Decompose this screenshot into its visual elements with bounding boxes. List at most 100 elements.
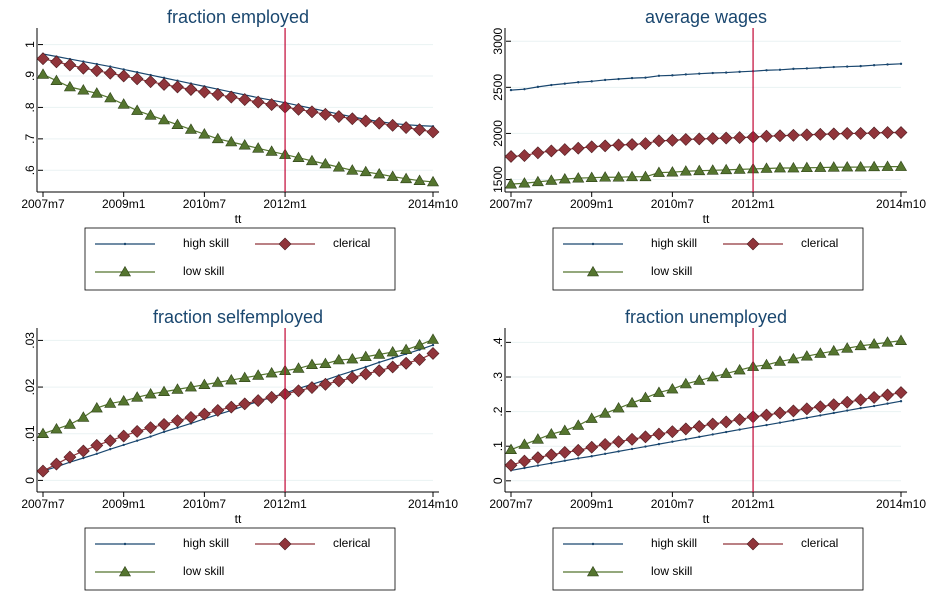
marker [585,140,599,154]
marker [536,464,540,467]
marker [536,85,540,89]
marker [225,135,238,147]
x-tick-label: 2009m1 [570,197,614,211]
marker [162,76,166,80]
marker [211,132,224,144]
marker [292,384,305,398]
marker [122,68,125,71]
marker [118,565,132,577]
marker [504,178,518,189]
marker [886,402,889,405]
marker [805,416,809,420]
marker [599,407,612,418]
marker [585,412,598,423]
marker [625,138,639,151]
marker [157,417,171,431]
marker [184,410,198,424]
marker [827,127,841,141]
marker [760,408,773,422]
marker [778,421,782,424]
marker [724,71,728,74]
marker [706,417,720,431]
marker [832,65,835,69]
y-tick-label: .7 [23,134,37,144]
marker [591,542,595,546]
marker [265,390,279,404]
marker [63,58,77,72]
legend-label: high skill [651,236,697,250]
marker [572,419,585,430]
x-tick-label: 2009m1 [102,497,146,511]
series-line [42,53,434,127]
marker [149,73,152,77]
y-tick-label: .01 [23,425,37,442]
marker [693,164,706,176]
marker [746,237,760,251]
marker [399,356,413,370]
legend-label: low skill [651,564,692,578]
marker [787,161,800,173]
marker [786,404,800,418]
marker [814,161,827,172]
marker [50,422,63,434]
marker [591,242,595,246]
marker [346,352,359,364]
marker [103,434,117,448]
x-tick-label: 2007m7 [489,497,533,511]
marker [792,419,795,422]
marker [109,447,112,451]
marker [598,438,612,451]
marker [400,343,413,355]
marker [612,435,626,449]
marker [504,443,518,454]
marker [144,109,157,120]
chart-title: fraction selfemployed [153,307,323,327]
marker [90,401,103,413]
marker [504,458,518,472]
marker [612,402,625,413]
marker [518,438,531,449]
marker [724,430,728,434]
marker [805,67,809,70]
marker [523,87,526,91]
marker [773,129,787,143]
marker [372,116,386,130]
marker [558,424,571,435]
series-line [42,73,434,183]
marker [117,69,131,83]
marker [50,74,63,86]
marker [123,542,127,546]
marker [531,146,545,160]
marker [359,350,372,362]
x-axis-title: tt [703,512,710,526]
marker [765,423,768,427]
marker [400,172,413,184]
marker [211,376,224,387]
marker [666,166,679,177]
marker [881,336,894,347]
marker [698,435,701,439]
marker [706,132,720,145]
x-axis-title: tt [235,512,242,526]
marker [868,338,881,349]
marker [603,452,607,456]
marker [224,400,238,414]
marker [117,98,130,109]
marker [278,537,292,551]
marker [840,127,854,140]
marker [572,172,585,183]
marker [171,414,184,428]
marker [832,411,835,415]
marker [158,113,171,125]
marker [144,75,158,89]
x-tick-label: 2014m10 [876,197,926,211]
marker [123,242,127,246]
marker [305,154,318,166]
marker [292,151,305,163]
marker [733,413,747,426]
marker [558,143,572,156]
marker [224,90,238,104]
marker [787,352,800,364]
y-tick-label: 1500 [491,166,505,193]
marker [523,466,526,470]
